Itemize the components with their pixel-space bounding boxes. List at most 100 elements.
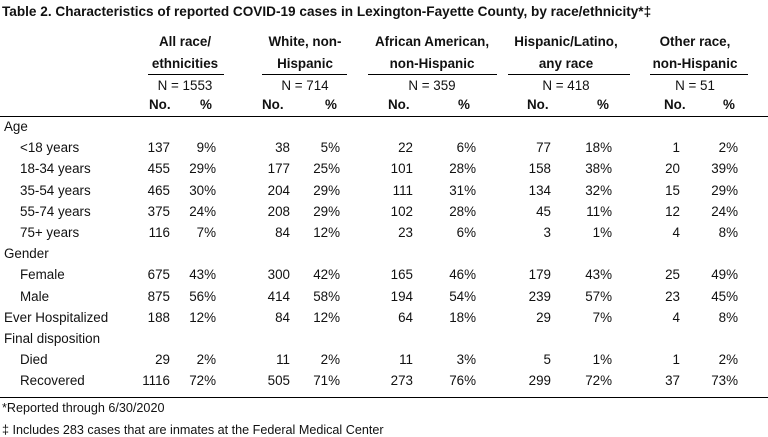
cell-percent: 43% — [189, 267, 216, 283]
row-label: 55-74 years — [20, 203, 91, 219]
cell-count: 25 — [665, 267, 680, 283]
cell-count: 1 — [672, 140, 680, 156]
group-header-rule — [368, 74, 497, 75]
row-label: Female — [20, 267, 65, 283]
cell-percent: 1% — [592, 352, 612, 368]
cell-percent: 46% — [449, 267, 476, 283]
cell-count: 299 — [528, 373, 551, 389]
group-header-line1: All race/ — [158, 34, 212, 49]
cell-percent: 73% — [711, 373, 738, 389]
cell-count: 179 — [528, 267, 551, 283]
sub-header-no: No. — [149, 97, 171, 112]
cell-count: 15 — [665, 182, 680, 198]
section-label: Final disposition — [4, 331, 101, 346]
cell-percent: 38% — [585, 161, 612, 177]
cell-count: 375 — [147, 203, 170, 219]
cell-percent: 12% — [313, 309, 340, 325]
cell-percent: 58% — [313, 288, 340, 304]
cell-count: 22 — [398, 140, 413, 156]
cell-percent: 45% — [711, 288, 738, 304]
cell-percent: 42% — [313, 267, 340, 283]
cell-percent: 43% — [585, 267, 612, 283]
row-label: Died — [20, 352, 48, 368]
sub-header-no: No. — [664, 97, 686, 112]
cell-percent: 29% — [711, 182, 738, 198]
cell-percent: 56% — [189, 288, 216, 304]
cell-percent: 1% — [592, 225, 612, 240]
cell-count: 84 — [275, 309, 290, 325]
footnote: *Reported through 6/30/2020 — [2, 400, 165, 415]
cell-percent: 71% — [313, 373, 340, 389]
cell-percent: 54% — [449, 288, 476, 304]
cell-percent: 3% — [456, 352, 476, 368]
sub-header-pct: % — [325, 97, 337, 112]
cell-percent: 24% — [711, 203, 738, 219]
group-header-rule — [650, 74, 748, 75]
cell-count: 134 — [528, 182, 551, 198]
group-header-line2: ethnicities — [151, 56, 219, 71]
table-title: Table 2. Characteristics of reported COV… — [2, 4, 652, 19]
cell-percent: 76% — [449, 373, 476, 389]
cell-count: 102 — [390, 203, 413, 219]
cell-percent: 28% — [449, 203, 476, 219]
group-n-count: N = 1553 — [157, 78, 213, 93]
sub-header-no: No. — [262, 97, 284, 112]
cell-count: 23 — [398, 225, 413, 240]
cell-percent: 6% — [456, 140, 476, 156]
group-header-line2: non-Hispanic — [389, 56, 475, 71]
cell-percent: 2% — [718, 140, 738, 156]
cell-percent: 12% — [189, 309, 216, 325]
cell-count: 5 — [543, 352, 551, 368]
cell-percent: 2% — [718, 352, 738, 368]
cell-count: 208 — [267, 203, 290, 219]
group-n-count: N = 51 — [675, 78, 715, 93]
row-label: Recovered — [20, 373, 85, 389]
cell-percent: 18% — [585, 140, 612, 156]
cell-count: 194 — [390, 288, 413, 304]
footnote: ‡ Includes 283 cases that are inmates at… — [2, 422, 384, 437]
cell-count: 300 — [267, 267, 290, 283]
cell-count: 158 — [528, 161, 551, 177]
row-label: 18-34 years — [20, 161, 91, 177]
cell-count: 137 — [147, 140, 170, 156]
sub-header-pct: % — [723, 97, 735, 112]
cell-percent: 5% — [320, 140, 340, 156]
table-top-rule — [0, 116, 768, 117]
cell-percent: 24% — [189, 203, 216, 219]
cell-percent: 31% — [449, 182, 476, 198]
cell-count: 23 — [665, 288, 680, 304]
cell-count: 1116 — [142, 373, 170, 389]
row-label: 75+ years — [20, 225, 80, 240]
row-label: Male — [20, 288, 50, 304]
cell-count: 273 — [390, 373, 413, 389]
cell-count: 455 — [147, 161, 170, 177]
cell-percent: 29% — [313, 182, 340, 198]
cell-count: 204 — [267, 182, 290, 198]
sub-header-no: No. — [527, 97, 549, 112]
cell-percent: 57% — [585, 288, 612, 304]
section-label: Age — [4, 119, 28, 134]
cell-count: 111 — [392, 182, 413, 198]
cell-percent: 18% — [449, 309, 476, 325]
cell-count: 675 — [147, 267, 170, 283]
cell-percent: 29% — [313, 203, 340, 219]
group-n-count: N = 714 — [281, 78, 329, 93]
row-label: Ever Hospitalized — [4, 309, 109, 325]
cell-percent: 8% — [718, 225, 738, 240]
cell-count: 4 — [672, 309, 680, 325]
cell-count: 414 — [267, 288, 290, 304]
cell-count: 38 — [275, 140, 290, 156]
group-header-line2: Hispanic — [277, 56, 333, 71]
group-header-line1: Other race, — [659, 34, 731, 49]
row-label: 35-54 years — [20, 182, 91, 198]
sub-header-no: No. — [388, 97, 410, 112]
cell-percent: 7% — [196, 225, 216, 240]
group-header-line2: non-Hispanic — [652, 56, 738, 71]
group-header-line1: Hispanic/Latino, — [514, 34, 618, 49]
cell-count: 84 — [275, 225, 290, 240]
row-label: <18 years — [20, 140, 80, 156]
group-header-line1: White, non- — [268, 34, 342, 49]
cell-percent: 6% — [456, 225, 476, 240]
group-header-rule — [148, 74, 224, 75]
cell-count: 188 — [147, 309, 170, 325]
